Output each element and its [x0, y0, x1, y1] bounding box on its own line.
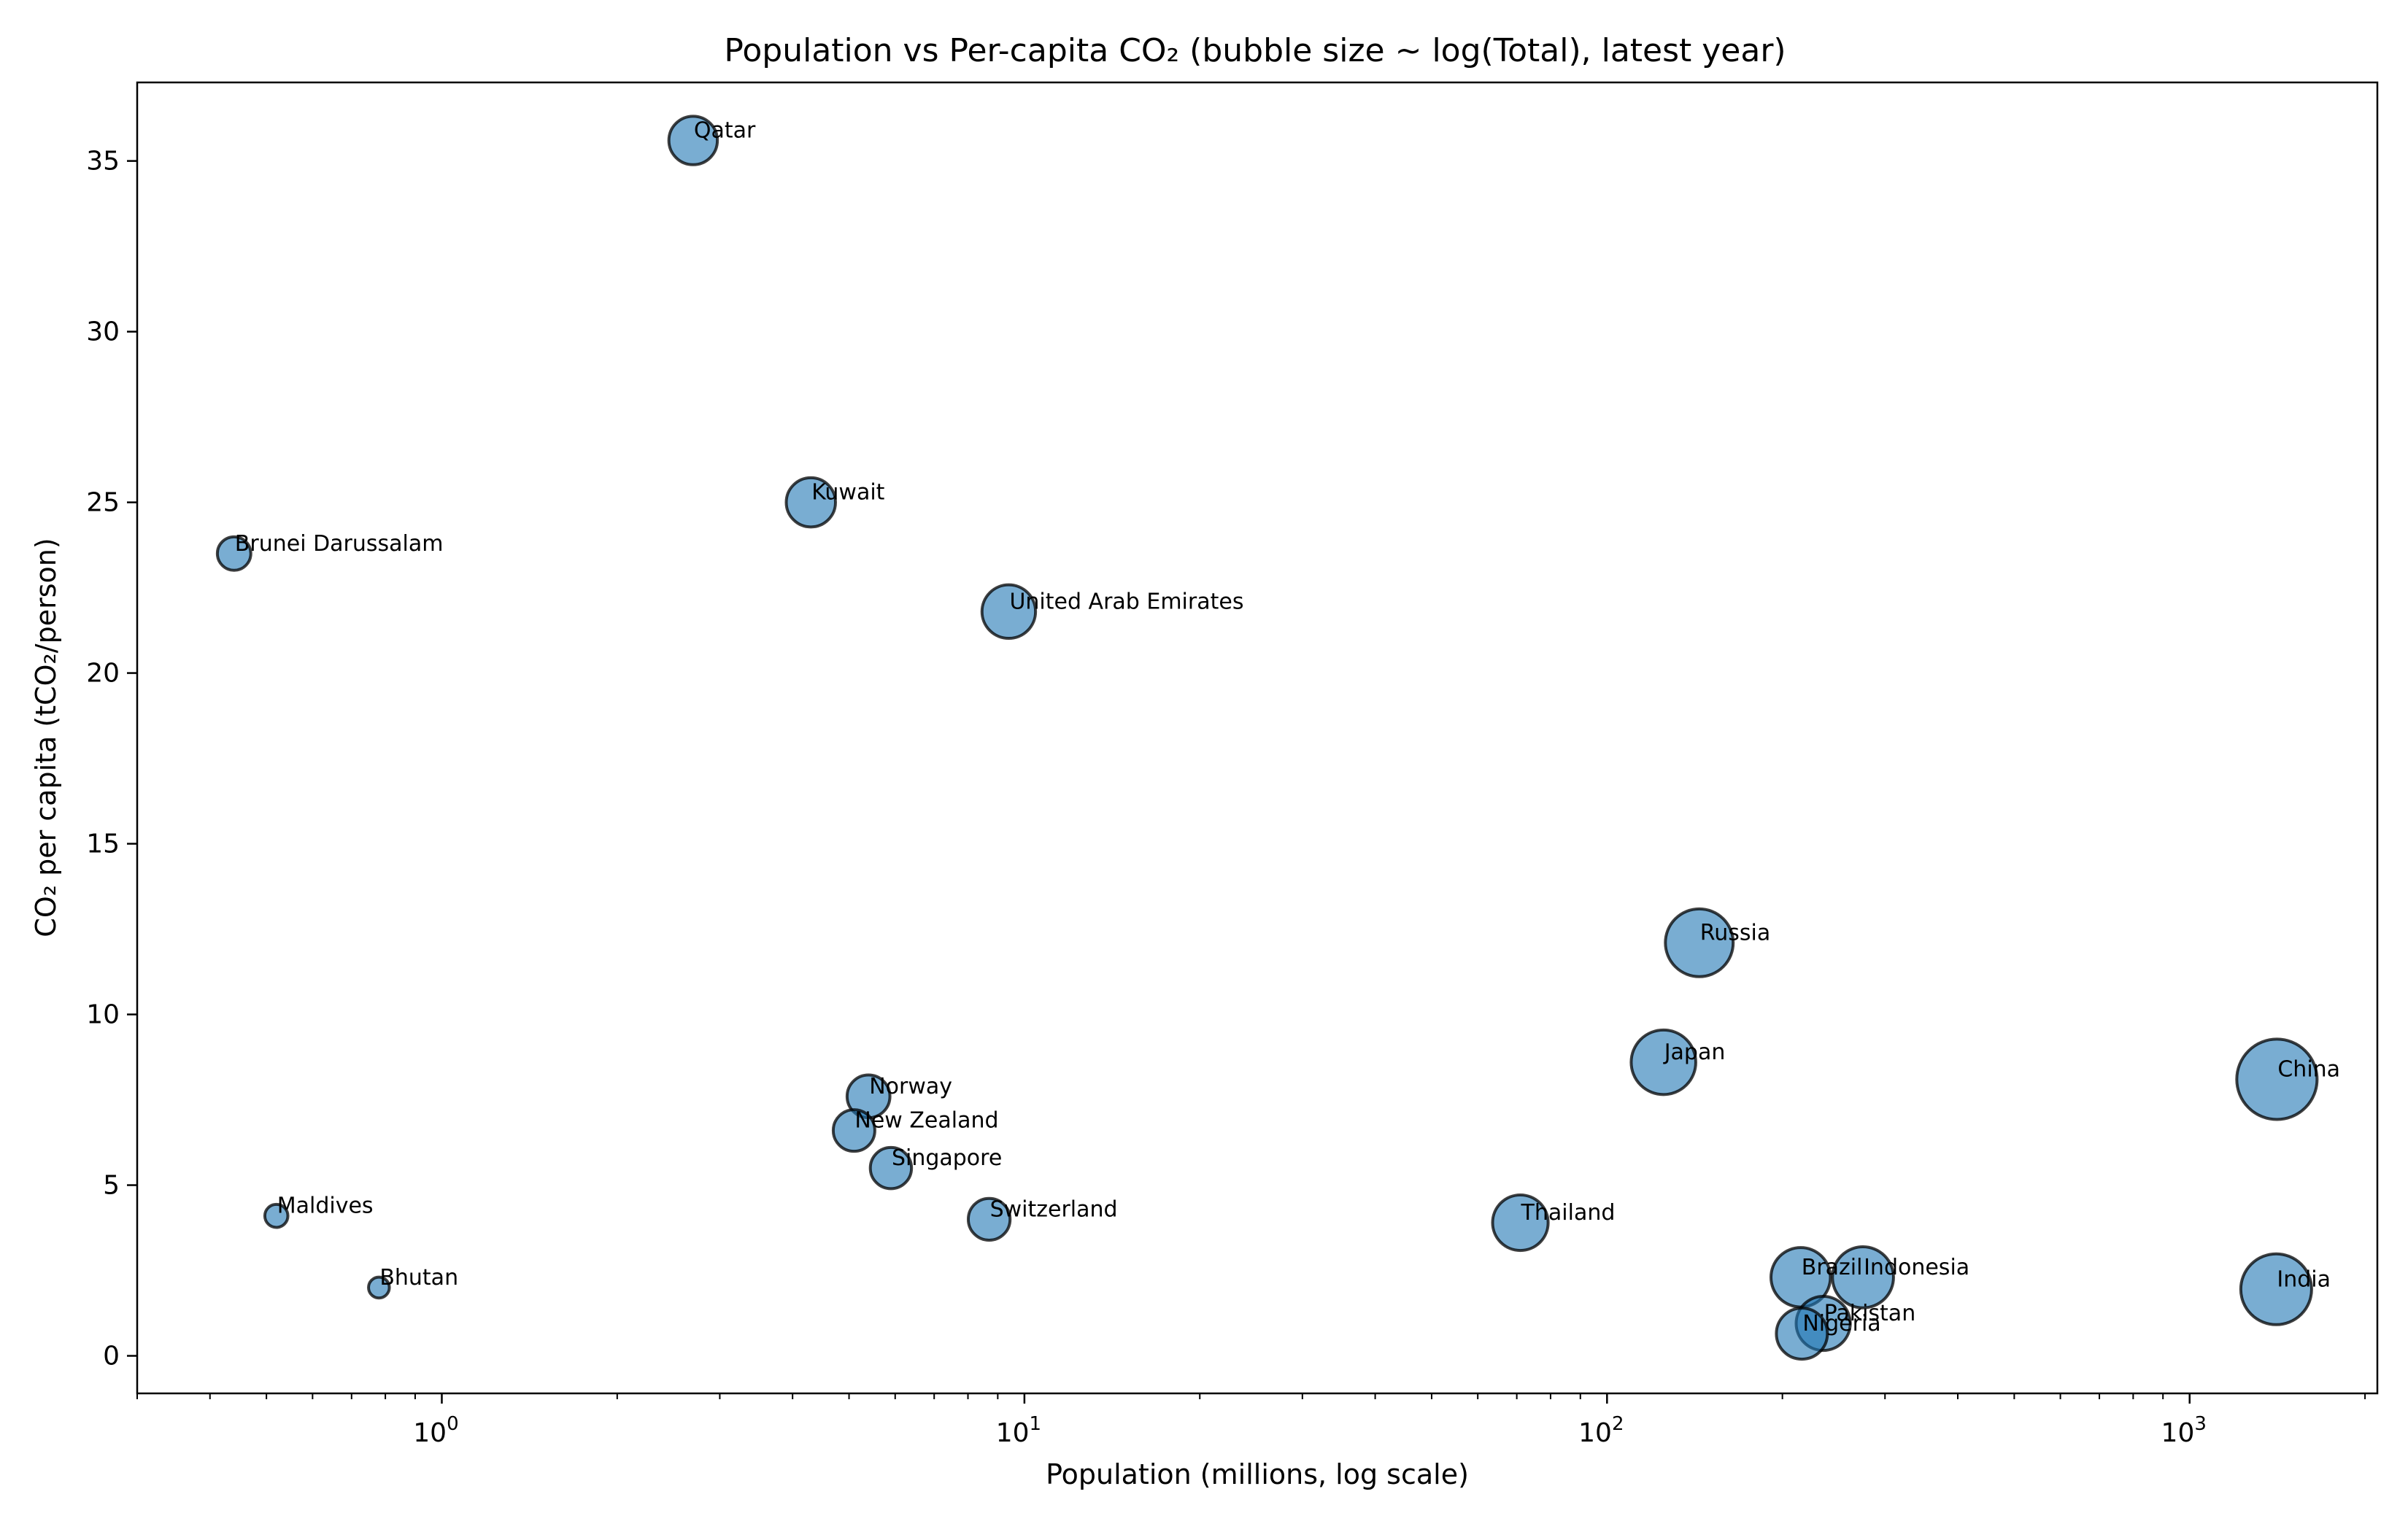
- point-label: Kuwait: [811, 480, 884, 506]
- bubble-singapore: [868, 1145, 914, 1191]
- x-axis-label: Population (millions, log scale): [1046, 1458, 1469, 1490]
- y-axis-ticks: 0 5 10 15 20 25 30 35: [86, 147, 137, 1372]
- y-tick-label: 10: [86, 1000, 120, 1030]
- y-tick-label: 25: [86, 488, 120, 518]
- point-label: India: [2277, 1266, 2331, 1292]
- point-label: United Arab Emirates: [1009, 589, 1243, 614]
- x-tick-exponent: 1: [1030, 1413, 1042, 1435]
- bubble-thailand: [1491, 1193, 1550, 1253]
- point-label: Brazil: [1802, 1255, 1863, 1280]
- y-tick-label: 20: [86, 659, 120, 689]
- bubble-united-arab-emirates: [980, 583, 1038, 641]
- x-tick-exponent: 3: [2194, 1413, 2207, 1435]
- label-layer: Qatar Kuwait Brunei Darussalam United Arab …: [235, 118, 2340, 1337]
- y-tick-label: 15: [86, 829, 120, 859]
- bubble-russia: [1664, 907, 1735, 978]
- x-tick-label: 102: [1578, 1413, 1624, 1448]
- bubble-bhutan: [367, 1275, 391, 1300]
- point-label: Qatar: [694, 118, 756, 144]
- point-label: Japan: [1663, 1040, 1726, 1065]
- point-label: Russia: [1700, 920, 1771, 945]
- point-label: New Zealand: [854, 1108, 998, 1134]
- x-axis-ticks: 100 101 102 103: [136, 1393, 2366, 1448]
- bubble-brunei-darussalam: [215, 535, 252, 572]
- bubble-new-zealand: [831, 1108, 876, 1153]
- y-tick-label: 30: [86, 317, 120, 347]
- point-label: Indonesia: [1864, 1255, 1969, 1280]
- bubble-qatar: [667, 115, 719, 166]
- bubble-china: [2235, 1037, 2319, 1121]
- point-label: Norway: [869, 1074, 952, 1099]
- x-tick-label: 101: [996, 1413, 1041, 1448]
- bubble-switzerland: [966, 1196, 1012, 1242]
- x-tick-exponent: 0: [447, 1413, 459, 1435]
- x-tick-label: 100: [413, 1413, 458, 1448]
- bubble-layer: [215, 115, 2319, 1361]
- point-label: Switzerland: [990, 1196, 1118, 1222]
- plot-frame: [136, 81, 2379, 1395]
- point-label: Pakistan: [1824, 1301, 1916, 1326]
- bubble-kuwait: [784, 476, 837, 529]
- bubble-india: [2239, 1252, 2313, 1326]
- bubble-maldives: [263, 1202, 290, 1229]
- y-tick-label: 0: [103, 1342, 120, 1372]
- x-tick-label: 103: [2161, 1413, 2207, 1448]
- point-label: Bhutan: [379, 1265, 458, 1291]
- point-label: Nigeria: [1802, 1311, 1880, 1336]
- point-label: Maldives: [277, 1194, 374, 1219]
- y-axis-label: CO₂ per capita (tCO₂/person): [30, 538, 62, 937]
- point-label: Singapore: [892, 1145, 1002, 1171]
- bubble-nigeria: [1775, 1307, 1829, 1361]
- point-label: China: [2277, 1056, 2340, 1082]
- point-label: Thailand: [1521, 1200, 1616, 1226]
- y-tick-label: 5: [103, 1171, 120, 1201]
- point-label: Brunei Darussalam: [235, 531, 444, 557]
- bubble-japan: [1629, 1028, 1697, 1096]
- y-tick-label: 35: [86, 147, 120, 177]
- x-tick-exponent: 2: [1612, 1413, 1624, 1435]
- bubble-indonesia: [1831, 1245, 1895, 1309]
- chart-title: Population vs Per-capita CO₂ (bubble siz…: [724, 32, 1786, 69]
